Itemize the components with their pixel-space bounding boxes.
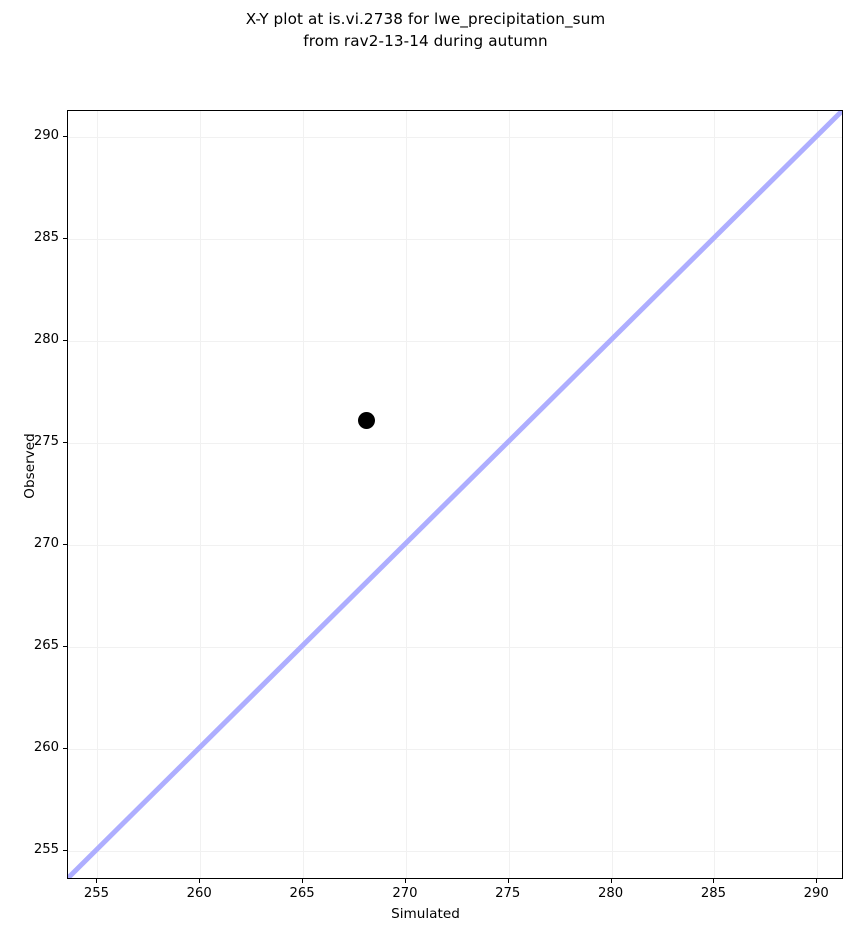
y-tick-mark <box>63 646 67 648</box>
x-tick-mark <box>713 879 715 883</box>
x-tick-mark <box>816 879 818 883</box>
gridline-vertical <box>611 111 613 878</box>
y-tick-mark <box>63 747 67 749</box>
y-tick-label: 285 <box>33 230 59 246</box>
x-tick-mark <box>302 879 304 883</box>
plot-area <box>67 110 843 879</box>
gridline-horizontal <box>68 545 842 547</box>
gridline-horizontal <box>68 239 842 241</box>
gridline-vertical <box>508 111 510 878</box>
identity-line <box>68 111 842 878</box>
x-tick-mark <box>507 879 509 883</box>
x-tick-label: 290 <box>803 886 829 901</box>
x-tick-mark <box>610 879 612 883</box>
x-tick-mark <box>404 879 406 883</box>
gridline-vertical <box>303 111 305 878</box>
y-tick-label: 290 <box>33 128 59 144</box>
x-tick-label: 280 <box>597 886 624 901</box>
gridline-vertical <box>817 111 819 878</box>
y-tick-label: 255 <box>33 841 59 857</box>
x-tick-mark <box>199 879 201 883</box>
y-tick-label: 265 <box>33 638 59 654</box>
y-tick-label: 260 <box>33 739 59 755</box>
chart-title: X-Y plot at is.vi.2738 for lwe_precipita… <box>245 10 606 50</box>
y-tick-mark <box>63 544 67 546</box>
x-tick-label: 265 <box>289 886 315 901</box>
x-tick-label: 270 <box>392 886 418 901</box>
x-tick-label: 285 <box>700 886 726 901</box>
x-tick-label: 275 <box>495 886 521 901</box>
y-tick-mark <box>63 849 67 851</box>
gridline-vertical <box>200 111 202 878</box>
x-tick-label: 255 <box>83 886 109 901</box>
gridline-vertical <box>405 111 407 878</box>
y-tick-mark <box>63 442 67 444</box>
x-tick-label: 260 <box>186 886 212 901</box>
y-axis-label: Observed <box>22 433 38 499</box>
gridline-horizontal <box>68 748 842 750</box>
gridline-horizontal <box>68 341 842 343</box>
y-tick-label: 280 <box>33 332 59 348</box>
gridline-vertical <box>714 111 716 878</box>
y-tick-mark <box>63 136 67 138</box>
y-tick-label: 270 <box>33 536 59 552</box>
scatter-point <box>358 412 376 430</box>
gridline-vertical <box>97 111 99 878</box>
y-tick-label: 275 <box>33 434 59 450</box>
x-axis-label: Simulated <box>391 906 460 922</box>
gridline-horizontal <box>68 443 842 445</box>
identity-line-path <box>68 111 842 878</box>
y-tick-mark <box>63 238 67 240</box>
y-tick-mark <box>63 340 67 342</box>
gridline-horizontal <box>68 850 842 852</box>
gridline-horizontal <box>68 647 842 649</box>
gridline-horizontal <box>68 137 842 139</box>
x-tick-mark <box>96 879 98 883</box>
